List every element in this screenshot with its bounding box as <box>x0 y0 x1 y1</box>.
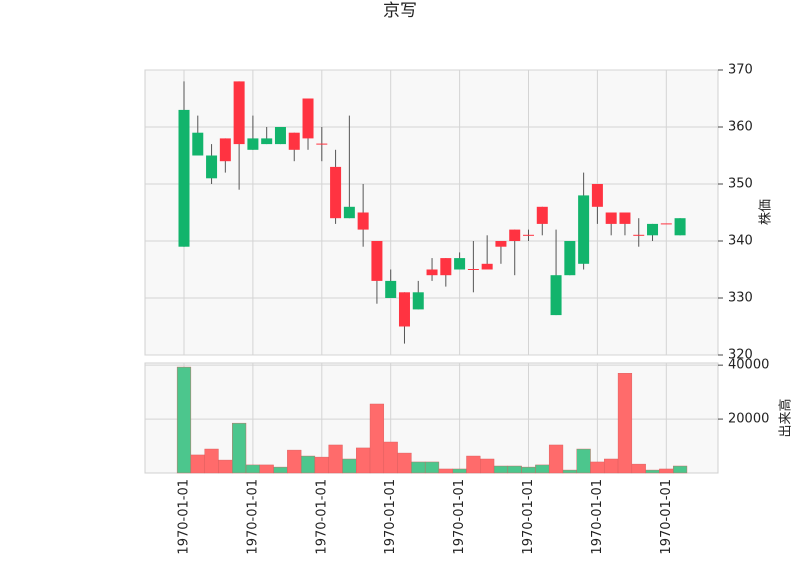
volume-bar <box>631 463 646 474</box>
candle-body <box>178 109 190 247</box>
candle-body <box>371 241 383 281</box>
volume-bar <box>383 441 398 474</box>
volume-bar <box>190 454 205 474</box>
candle-body <box>316 143 328 145</box>
candle-body <box>343 206 355 219</box>
volume-bar <box>438 468 453 474</box>
volume-bar <box>342 458 357 474</box>
candle-body <box>509 229 521 241</box>
y-tick-label: 360 <box>728 120 753 135</box>
volume-bar <box>273 466 288 474</box>
volume-bar <box>328 444 343 474</box>
candle-body <box>219 138 231 162</box>
x-tick-label: 1970-01-01 <box>452 479 467 555</box>
volume-bar <box>480 458 495 474</box>
candle-body <box>591 184 603 207</box>
candle-body <box>426 269 438 276</box>
volume-bar <box>287 449 302 474</box>
candle-body <box>398 292 410 327</box>
candle-body <box>536 206 548 224</box>
price-panel <box>144 69 719 356</box>
candle-body <box>206 155 218 179</box>
candle-body <box>385 280 397 298</box>
candle-body <box>495 241 507 247</box>
volume-bar <box>314 456 329 474</box>
volume-bar <box>507 465 522 474</box>
volume-bar <box>672 465 688 474</box>
volume-bar <box>604 458 619 474</box>
y-tick-label: 340 <box>728 234 753 249</box>
candle-body <box>674 218 686 236</box>
y-tick-label: 370 <box>728 63 753 78</box>
y-axis-label: 株価 <box>759 199 774 225</box>
volume-bar <box>176 366 192 474</box>
volume-bar <box>659 468 674 474</box>
candle-body <box>660 223 672 225</box>
x-tick-label: 1970-01-01 <box>245 479 260 555</box>
y-tick-label: 320 <box>728 348 753 363</box>
candle-body <box>578 195 590 264</box>
candle-body <box>454 258 466 270</box>
volume-bar <box>617 373 633 474</box>
volume-bar <box>493 465 509 474</box>
volume-bar <box>218 459 233 474</box>
candle-body <box>440 258 452 276</box>
x-tick-label: 1970-01-01 <box>659 479 674 555</box>
candle-body <box>619 212 631 224</box>
candle-body <box>233 81 245 145</box>
volume-bar <box>397 452 412 474</box>
candle-body <box>605 212 617 224</box>
y-tick-label: 40000 <box>728 358 769 373</box>
candle-body <box>274 127 286 145</box>
candle-body <box>261 138 273 145</box>
volume-bar <box>245 464 260 474</box>
candle-body <box>247 138 259 150</box>
volume-bar <box>356 447 371 474</box>
volume-bar <box>590 461 605 474</box>
volume-bar <box>548 444 564 474</box>
candle-body <box>523 234 534 236</box>
candle-body <box>633 234 645 236</box>
x-tick-label: 1970-01-01 <box>521 479 536 555</box>
y-tick-label: 330 <box>728 291 753 306</box>
volume-bar <box>204 448 219 474</box>
volume-bar <box>424 461 440 474</box>
volume-bar <box>300 455 316 474</box>
volume-bar <box>576 448 591 474</box>
volume-bar <box>411 461 426 474</box>
volume-bar <box>452 468 467 474</box>
chart-title: 京写 <box>383 1 417 21</box>
candle-body <box>288 132 300 150</box>
volume-bar <box>535 464 550 474</box>
volume-bar <box>466 455 481 474</box>
volume-bar <box>562 469 577 474</box>
candle-body <box>330 166 342 219</box>
y-tick-label: 20000 <box>728 412 769 427</box>
x-tick-label: 1970-01-01 <box>177 479 192 555</box>
volume-bar <box>521 466 536 474</box>
volume-bar <box>645 469 660 474</box>
y-tick-label: 350 <box>728 177 753 192</box>
volume-bar <box>259 464 274 474</box>
candle-body <box>481 263 493 270</box>
candle-body <box>647 223 659 236</box>
candle-body <box>564 241 576 276</box>
x-tick-label: 1970-01-01 <box>383 479 398 555</box>
x-tick-label: 1970-01-01 <box>590 479 605 555</box>
candle-body <box>302 98 314 139</box>
candle-body <box>192 132 204 156</box>
candle-body <box>357 212 369 230</box>
candle-body <box>550 275 562 316</box>
volume-axis-label: 出来高 <box>778 398 794 437</box>
x-tick-label: 1970-01-01 <box>314 479 329 555</box>
candle-body <box>467 269 479 270</box>
volume-bar <box>232 422 247 474</box>
candle-body <box>412 292 424 310</box>
volume-bar <box>369 403 385 474</box>
